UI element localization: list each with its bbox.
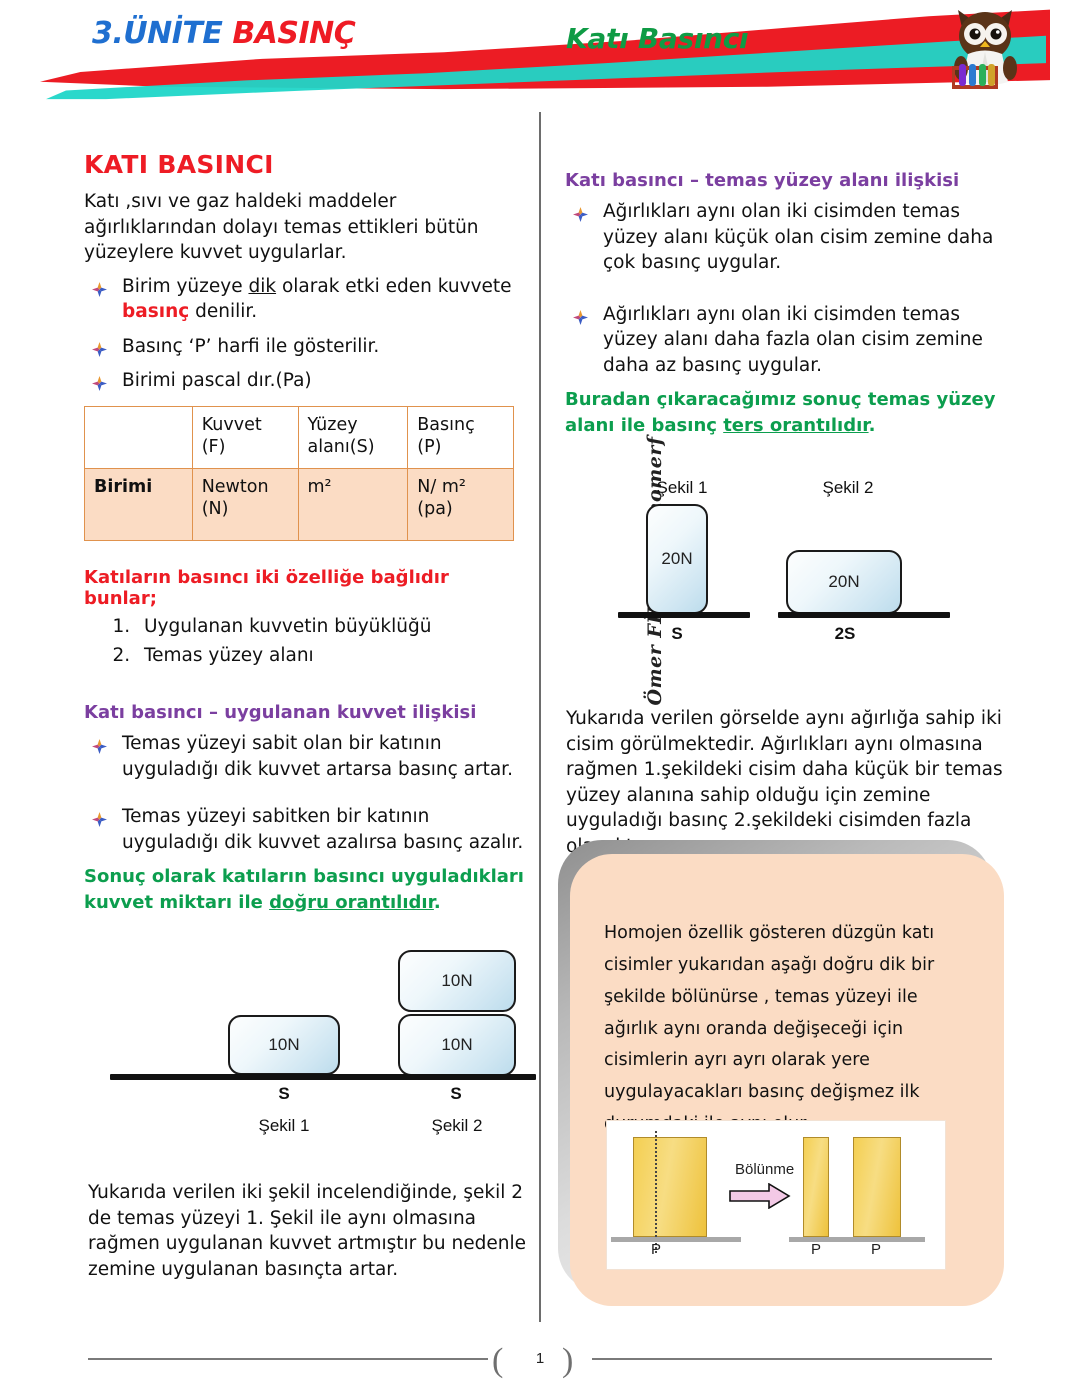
list-item: Birim yüzeye dik olarak etki eden kuvvet…: [84, 274, 524, 325]
diamond-bullet-icon: [573, 204, 588, 222]
depends-heading: Katıların basıncı iki özelliğe bağlıdır …: [84, 566, 449, 609]
diamond-bullet-icon: [92, 373, 107, 392]
figure1-caption-label: Şekil 1: [258, 1116, 310, 1135]
arrow-right-icon: [729, 1183, 791, 1209]
division-dashed-line: [655, 1131, 657, 1253]
figure1-area-label: S: [278, 1084, 290, 1103]
footer-bracket-right: ): [562, 1342, 574, 1379]
unit-title: 3.ÜNİTE BASINÇ: [92, 16, 356, 51]
pressure-label-after-left: P: [811, 1241, 822, 1258]
list-item: Temas yüzeyi sabit olan bir katının uygu…: [84, 731, 524, 782]
table-row: Birimi Newton (N) m² N/ m² (pa): [84, 467, 514, 541]
footer-line-left: [88, 1358, 488, 1360]
list-item-text: Birimi pascal dır.(Pa): [122, 370, 312, 392]
topic-title: Katı Basıncı: [566, 22, 749, 55]
footer-bracket-left: (: [492, 1342, 504, 1379]
panel-text: Homojen özellik gösteren düzgün katı cis…: [604, 923, 935, 1134]
force-bullet-list: Temas yüzeyi sabit olan bir katının uygu…: [84, 731, 524, 855]
units-table: Kuvvet (F) Yüzey alanı(S) Basınç (P) Bir…: [84, 405, 514, 541]
right-figure2-block: 20N: [786, 550, 902, 614]
table-cell-empty: [84, 405, 193, 469]
diamond-bullet-icon: [92, 809, 107, 828]
figure2-block-bottom: 10N: [398, 1014, 516, 1076]
depends-list: Uygulanan kuvvetin büyüklüğü Temas yüzey…: [136, 613, 524, 671]
list-item-text: Temas yüzeyi sabit olan bir katının uygu…: [122, 733, 513, 780]
page-footer: ( 1 ): [0, 1340, 1080, 1380]
page-header: 3.ÜNİTE BASINÇ Katı Basıncı: [0, 0, 1080, 112]
right-block-figure: Şekil 1 Şekil 2 20N 20N S 2S: [600, 478, 1000, 658]
right-figure1-caption-label: Şekil 1: [656, 478, 708, 497]
table-cell-force-unit: Newton (N): [191, 467, 299, 541]
list-item: Ağırlıkları aynı olan iki cisimden temas…: [565, 302, 1010, 379]
right-figure1-area-label: S: [671, 624, 683, 643]
right-figure-caption: Yukarıda verilen görselde aynı ağırlığa …: [566, 708, 1003, 857]
division-arrow-label: Bölünme: [735, 1161, 795, 1178]
right-figure1-block: 20N: [646, 504, 708, 614]
solid-block-after-left: [803, 1137, 829, 1237]
ground-line-before: [611, 1237, 741, 1242]
list-item-text: Temas yüzeyi sabitken bir katının uygula…: [122, 806, 524, 853]
table-row-label: Birimi: [84, 467, 193, 541]
list-item: Ağırlıkları aynı olan iki cisimden temas…: [565, 199, 1010, 276]
solid-block-after-right: [853, 1137, 901, 1237]
table-header-area: Yüzey alanı(S): [297, 405, 409, 469]
right-figure2-caption-label: Şekil 2: [822, 478, 874, 497]
column-divider: [539, 112, 541, 1322]
force-conclusion: Sonuç olarak katıların basıncı uyguladık…: [84, 866, 524, 913]
owl-scientist-icon: [938, 2, 1034, 94]
diamond-bullet-icon: [92, 279, 107, 297]
diamond-bullet-icon: [92, 339, 107, 357]
footer-line-right: [592, 1358, 992, 1360]
table-cell-area-unit: m²: [297, 467, 409, 541]
list-item-text: Ağırlıkları aynı olan iki cisimden temas…: [603, 303, 983, 376]
area-bullet-list: Ağırlıkları aynı olan iki cisimden temas…: [565, 199, 1010, 378]
list-item: Temas yüzey alanı: [136, 642, 524, 670]
list-item: Uygulanan kuvvetin büyüklüğü: [136, 613, 524, 641]
force-relation-heading: Katı basıncı – uygulanan kuvvet ilişkisi: [84, 702, 477, 724]
pressure-label-before: P: [651, 1241, 662, 1258]
list-item: Birimi pascal dır.(Pa): [84, 368, 524, 394]
solid-block-before: [633, 1137, 707, 1237]
figure2-caption-label: Şekil 2: [431, 1116, 483, 1135]
right-column: Katı basıncı – temas yüzey alanı ilişkis…: [565, 170, 1010, 442]
left-figure-caption: Yukarıda verilen iki şekil incelendiğind…: [88, 1182, 526, 1280]
page-number: 1: [535, 1350, 545, 1367]
right-figure1-ground-line: [618, 612, 750, 618]
figure1-block: 10N: [228, 1015, 340, 1075]
definition-bullet-list: Birim yüzeye dik olarak etki eden kuvvet…: [84, 274, 524, 394]
division-figure: P Bölünme P P: [606, 1120, 946, 1270]
pressure-label-after-right: P: [871, 1241, 882, 1258]
list-item-text: Ağırlıkları aynı olan iki cisimden temas…: [603, 201, 994, 274]
right-figure2-area-label: 2S: [834, 624, 856, 643]
list-item-text: Basınç ‘P’ harfi ile gösterilir.: [122, 335, 380, 357]
table-header-pressure: Basınç (P): [407, 405, 514, 469]
table-row: Kuvvet (F) Yüzey alanı(S) Basınç (P): [84, 405, 514, 469]
list-item: Basınç ‘P’ harfi ile gösterilir.: [84, 334, 524, 360]
figure2-ground-line: [386, 1074, 536, 1080]
right-figure2-ground-line: [778, 612, 950, 618]
ground-line-after: [789, 1237, 925, 1242]
unit-number-label: 3.ÜNİTE: [92, 16, 223, 51]
diamond-bullet-icon: [92, 736, 107, 755]
area-conclusion: Buradan çıkaracağımız sonuç temas yüzey …: [565, 389, 996, 436]
figure1-ground-line: [110, 1074, 440, 1080]
list-item: Temas yüzeyi sabitken bir katının uygula…: [84, 804, 524, 855]
figure2-block-top: 10N: [398, 950, 516, 1012]
table-cell-pressure-unit: N/ m² (pa): [407, 467, 514, 541]
intro-paragraph: Katı ,sıvı ve gaz haldeki maddeler ağırl…: [84, 191, 479, 264]
list-item-text: Birim yüzeye dik olarak etki eden kuvvet…: [122, 275, 512, 323]
highlight-panel: Homojen özellik gösteren düzgün katı cis…: [558, 840, 1008, 1310]
left-column: KATI BASINCI Katı ,sıvı ve gaz haldeki m…: [84, 150, 524, 919]
table-header-force: Kuvvet (F): [191, 405, 299, 469]
page-title: KATI BASINCI: [84, 150, 274, 179]
area-relation-heading: Katı basıncı – temas yüzey alanı ilişkis…: [565, 170, 960, 191]
diamond-bullet-icon: [573, 307, 588, 325]
unit-subject-label: BASINÇ: [232, 16, 356, 51]
figure2-area-label: S: [450, 1084, 462, 1103]
left-block-figure: 10N 10N 10N S S Şekil 1 Şekil 2: [90, 940, 536, 1155]
